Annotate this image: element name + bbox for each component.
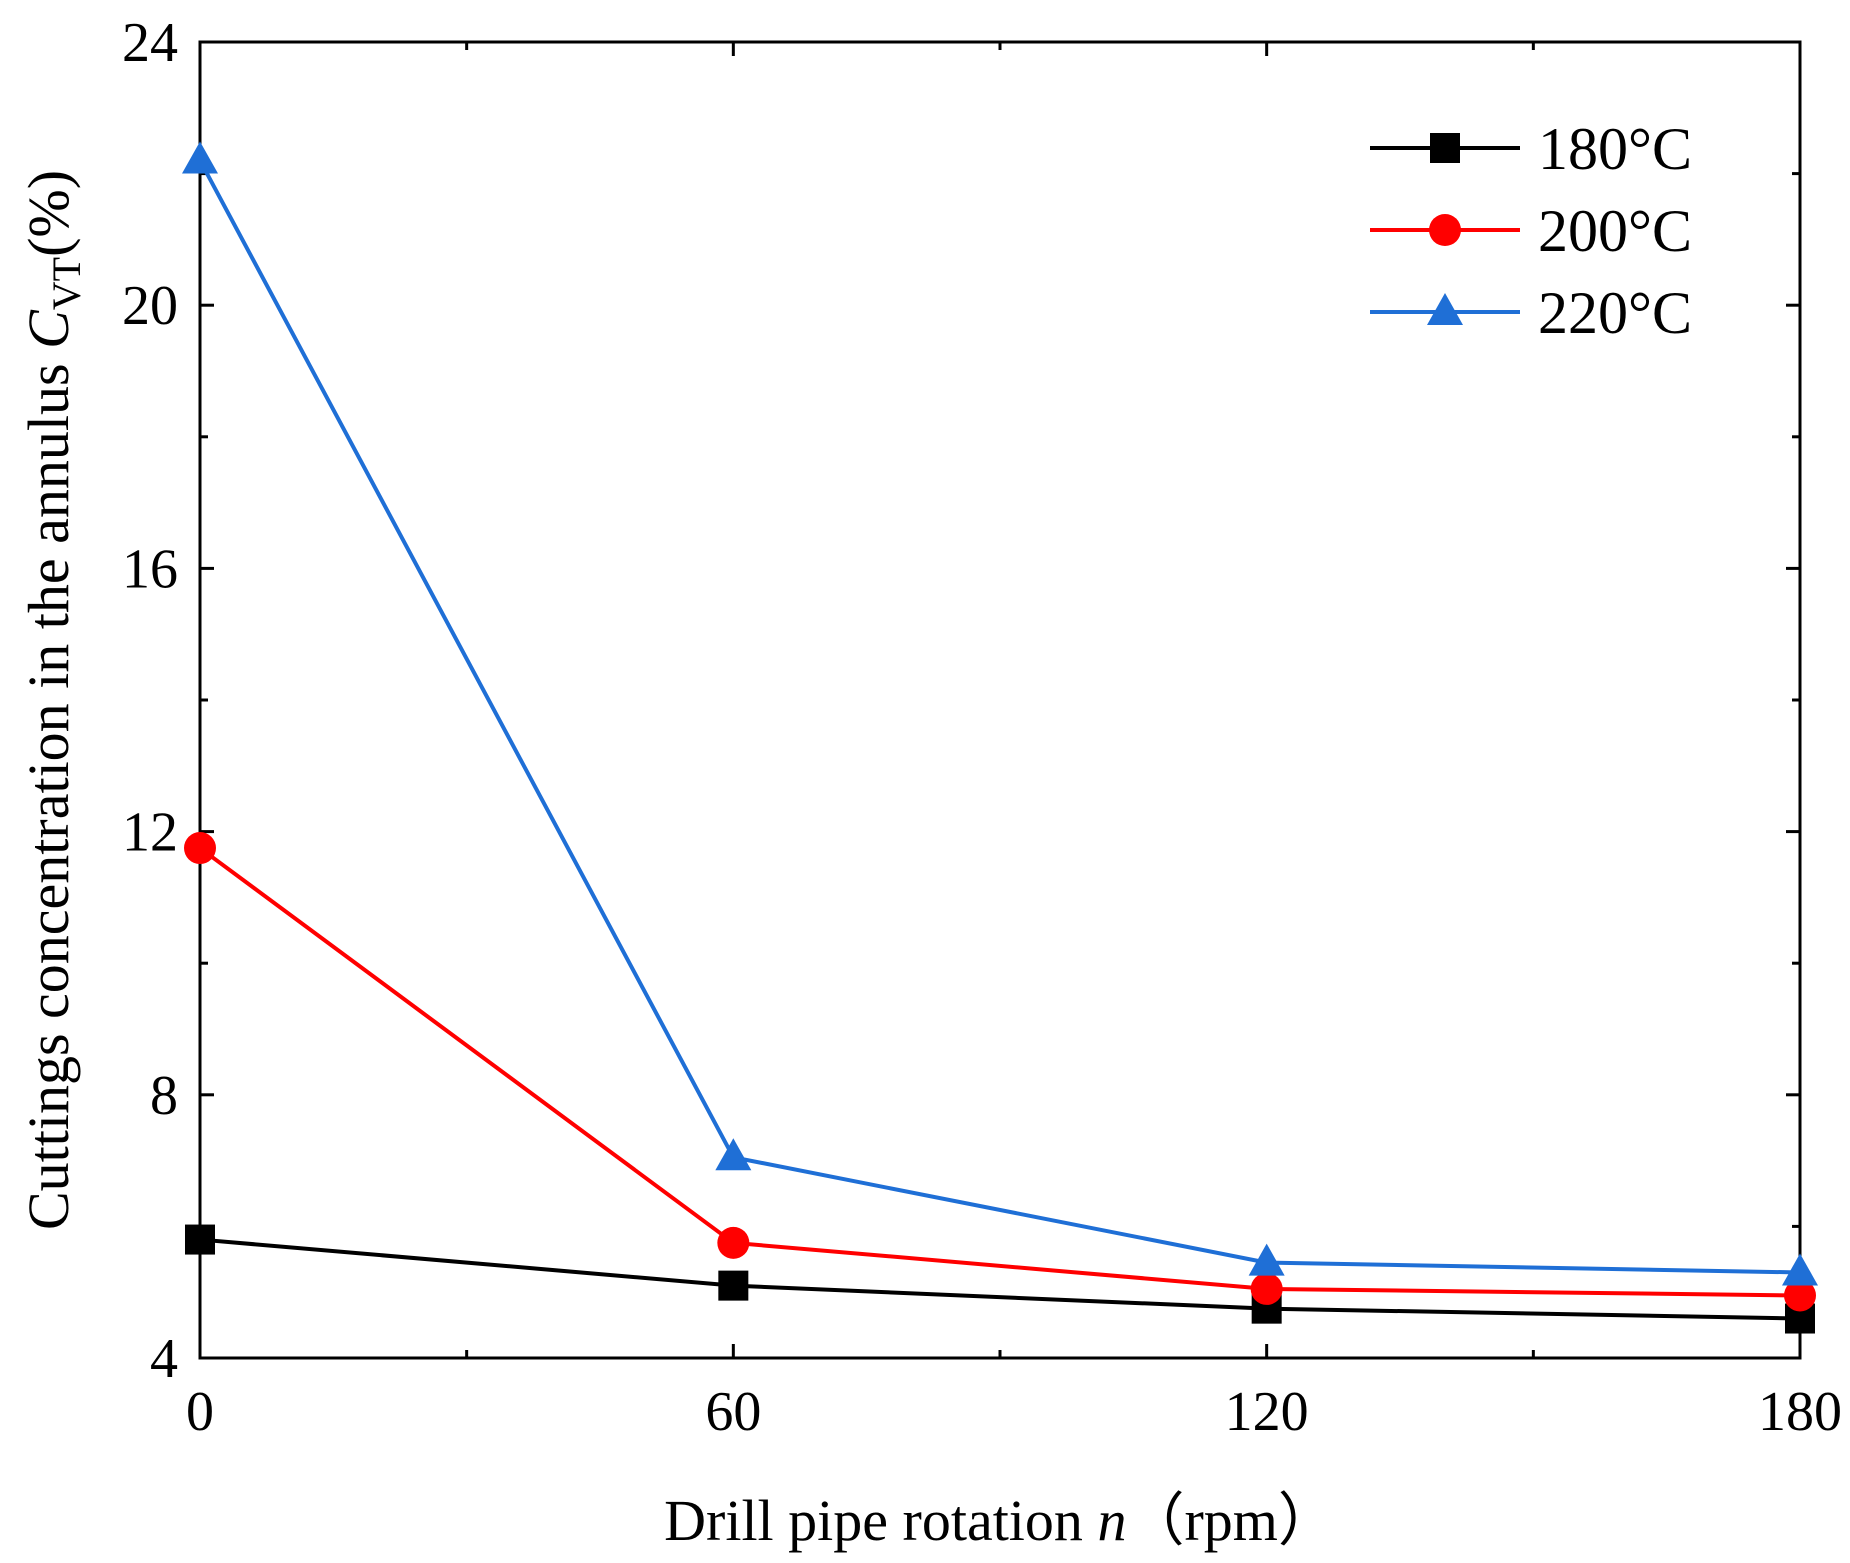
legend-item-0: 180°C [1370,116,1692,182]
data-point [1784,1279,1816,1312]
series-line [198,159,1801,1275]
data-point [715,1138,752,1171]
y-axis-label: Cuttings concentration in the annulus CV… [16,170,89,1230]
legend-item-1: 200°C [1370,198,1692,264]
data-point [1250,1272,1283,1305]
data-point [717,1226,750,1259]
series-1 [184,832,1816,1312]
series-layer [182,141,1818,1334]
data-point [184,832,216,865]
x-tick-label: 180 [1758,1381,1842,1443]
axis-ticks: 0 60 120 180 4 8 12 16 20 24 [122,12,1842,1443]
legend-item-2: 220°C [1370,280,1692,346]
legend-swatch-marker [1429,214,1461,246]
x-tick-label: 60 [705,1381,761,1443]
y-axis-label-units: (%) [16,170,81,257]
series-2 [182,141,1818,1286]
y-tick-label: 16 [122,538,178,600]
legend-label: 200°C [1538,198,1692,264]
legend-swatch-marker [1427,293,1463,325]
y-tick-label: 8 [150,1065,178,1127]
x-tick-label: 120 [1225,1381,1309,1443]
x-tick-label: 0 [186,1381,214,1443]
y-axis-label-main: Cuttings concentration in the annulus [16,349,81,1230]
series-line [199,1237,1801,1321]
series-0 [185,1224,1815,1334]
data-point [718,1270,749,1301]
x-axis-label-main: Drill pipe rotation [664,1488,1097,1553]
x-axis-label-units: （rpm） [1126,1488,1335,1553]
legend-swatch-marker [1430,133,1460,163]
legend-label: 220°C [1538,280,1692,346]
legend: 180°C 200°C 220°C [1370,116,1692,346]
x-axis-label-variable: n [1097,1488,1126,1553]
y-axis-label-subscript: VT [44,257,89,310]
x-axis-label: Drill pipe rotation n（rpm） [664,1488,1336,1553]
y-tick-label: 24 [122,12,178,74]
data-point [1782,1253,1818,1286]
legend-label: 180°C [1538,116,1692,182]
y-axis-label-variable: C [16,309,81,349]
y-tick-label: 4 [150,1328,178,1390]
y-tick-label: 20 [122,275,178,337]
series-line [198,846,1801,1298]
data-point [182,141,218,174]
y-tick-label: 12 [122,802,178,864]
data-point [185,1224,215,1255]
data-point [1248,1243,1285,1276]
